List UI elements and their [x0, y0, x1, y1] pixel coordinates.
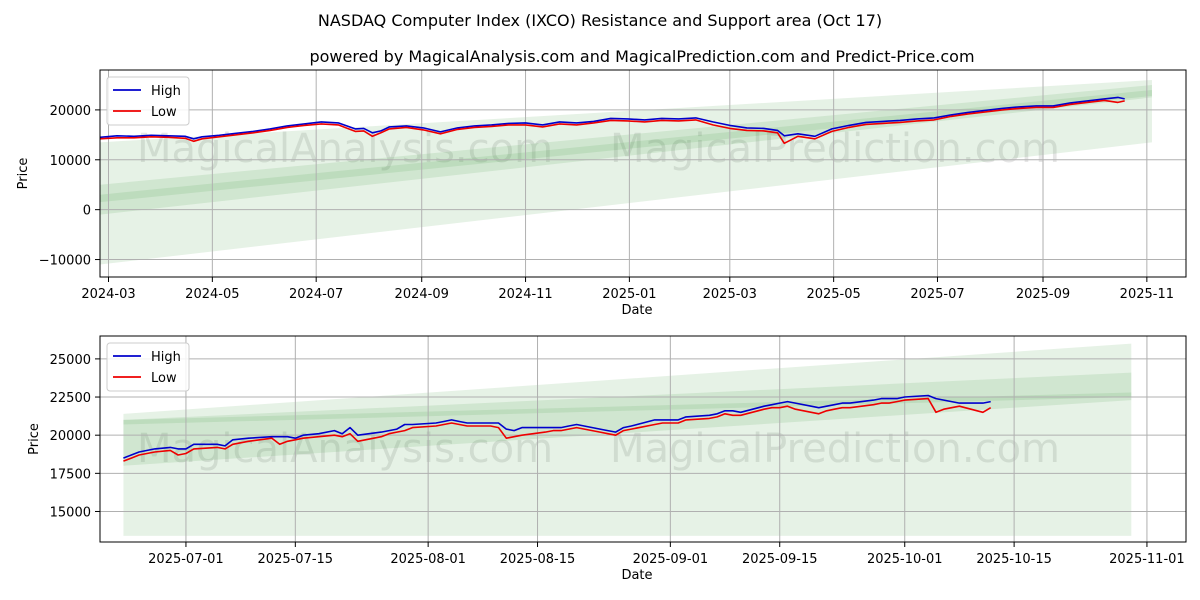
- top-y-tick-label: 10000: [50, 154, 91, 169]
- bottom-x-tick-label: 2025-11-01: [1109, 552, 1185, 567]
- top-series-low: [99, 99, 1125, 145]
- bottom-x-tick-label: 2025-09-15: [742, 552, 818, 567]
- bottom-x-tick-label: 2025-07-01: [148, 552, 224, 567]
- top-y-tick-label: 0: [83, 204, 91, 219]
- top-x-tick-label: 2024-07: [289, 287, 343, 302]
- bottom-plot-frame: [99, 335, 1187, 543]
- bottom-series-low: [123, 397, 992, 462]
- bottom-legend-box: [106, 342, 190, 392]
- page-title: NASDAQ Computer Index (IXCO) Resistance …: [318, 11, 882, 30]
- bottom-x-tick-label: 2025-10-01: [867, 552, 943, 567]
- bottom-x-axis-label: Date: [621, 568, 652, 583]
- bottom-x-tick-label: 2025-08-15: [500, 552, 576, 567]
- top-watermark-left: MagicalAnalysis.com: [137, 126, 553, 172]
- bottom-y-axis-label: Price: [27, 423, 42, 455]
- bottom-series-high: [123, 394, 991, 459]
- top-y-tick-label: 20000: [50, 104, 91, 119]
- bottom-watermark-right: MagicalPrediction.com: [610, 426, 1060, 472]
- bottom-y-tick-label: 17500: [50, 467, 91, 482]
- top-x-axis-label: Date: [621, 303, 652, 318]
- top-series-high: [99, 96, 1125, 140]
- top-band-wide: [100, 79, 1152, 265]
- top-band-mid: [100, 84, 1152, 215]
- bottom-legend: High Low: [106, 342, 190, 392]
- top-x-tick-label: 2025-11: [1120, 287, 1174, 302]
- bottom-x-tick-label: 2025-08-01: [390, 552, 466, 567]
- top-x-tick-label: 2024-09: [395, 287, 449, 302]
- top-x-tick-label: 2024-03: [81, 287, 135, 302]
- top-y-tick-label: −10000: [39, 254, 91, 269]
- bottom-x-tick-label: 2025-10-15: [976, 552, 1052, 567]
- bottom-chart: MagicalAnalysis.com MagicalPrediction.com…: [27, 335, 1187, 583]
- bottom-band-mid: [123, 372, 1132, 466]
- bottom-x-tick-label: 2025-07-15: [258, 552, 334, 567]
- bottom-legend-label-low: Low: [151, 371, 177, 386]
- top-x-tick-label: 2025-05: [806, 287, 860, 302]
- bottom-band-wide: [123, 343, 1132, 536]
- top-x-tick-label: 2025-03: [703, 287, 757, 302]
- top-legend: High Low: [106, 76, 190, 126]
- top-legend-label-low: Low: [151, 105, 177, 120]
- top-x-tick-label: 2025-01: [602, 287, 656, 302]
- bottom-watermark-left: MagicalAnalysis.com: [137, 426, 553, 472]
- top-legend-box: [106, 76, 190, 126]
- bottom-y-tick-label: 20000: [50, 429, 91, 444]
- bottom-y-tick-label: 25000: [50, 353, 91, 368]
- top-y-axis-label: Price: [16, 158, 31, 190]
- bottom-y-tick-label: 15000: [50, 505, 91, 520]
- bottom-x-tick-label: 2025-09-01: [633, 552, 709, 567]
- bottom-band-core: [123, 392, 1132, 425]
- top-band-core: [100, 89, 1152, 203]
- top-x-tick-label: 2024-11: [498, 287, 552, 302]
- bottom-y-tick-label: 22500: [50, 391, 91, 406]
- top-x-tick-label: 2024-05: [185, 287, 239, 302]
- top-watermark-right: MagicalPrediction.com: [610, 126, 1060, 172]
- page-subtitle: powered by MagicalAnalysis.com and Magic…: [309, 47, 974, 66]
- top-chart: MagicalAnalysis.com MagicalPrediction.com…: [16, 69, 1187, 318]
- top-x-tick-label: 2025-07: [910, 287, 964, 302]
- top-plot-frame: [99, 69, 1187, 278]
- bottom-legend-label-high: High: [151, 350, 181, 365]
- top-legend-label-high: High: [151, 84, 181, 99]
- top-x-tick-label: 2025-09: [1016, 287, 1070, 302]
